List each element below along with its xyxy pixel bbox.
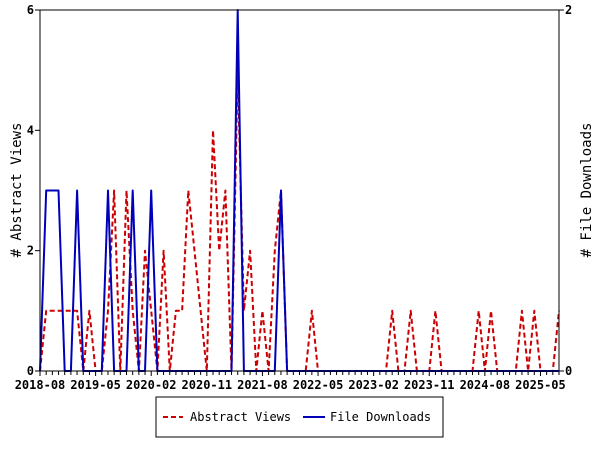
y-axis-title: # Abstract Views: [9, 123, 25, 258]
y-tick-label: 6: [27, 3, 34, 17]
x-tick-label: 2021-08: [237, 378, 288, 392]
x-tick-label: 2023-02: [348, 378, 399, 392]
y2-tick-label: 0: [565, 364, 572, 378]
y-tick-label: 0: [27, 364, 34, 378]
legend-label-file-downloads: File Downloads: [330, 410, 431, 424]
x-tick-label: 2023-11: [404, 378, 455, 392]
legend-box: [155, 396, 444, 438]
y-tick-label: 4: [27, 123, 34, 137]
x-tick-label: 2024-08: [460, 378, 511, 392]
x-tick-label: 2025-05: [515, 378, 566, 392]
series-line-abstract-views: [39, 69, 560, 372]
x-tick-label: 2019-05: [70, 378, 121, 392]
axes: 2018-08 2019-05 2020-02 2020-11 2021-08 2022-…: [15, 3, 573, 392]
y-tick-label: 2: [27, 244, 34, 258]
x-tick-label: 2022-05: [293, 378, 344, 392]
y2-axis-title: # File Downloads: [579, 123, 595, 258]
y2-tick-label: 2: [565, 3, 572, 17]
plot-lines: [39, 9, 560, 372]
legend: Abstract Views File Downloads: [155, 396, 444, 438]
x-tick-label: 2018-08: [15, 378, 66, 392]
x-tick-label: 2020-02: [126, 378, 177, 392]
legend-label-abstract-views: Abstract Views: [190, 410, 291, 424]
x-tick-label: 2020-11: [182, 378, 233, 392]
